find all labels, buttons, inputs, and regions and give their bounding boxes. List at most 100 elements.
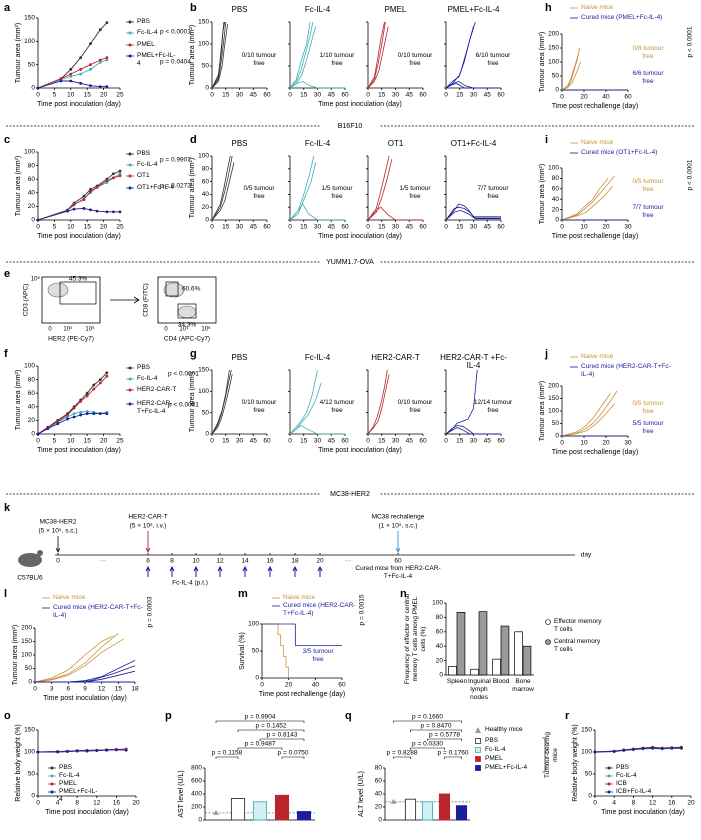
x-tick-label: 10 xyxy=(580,224,588,231)
point xyxy=(66,417,69,421)
legend-dot xyxy=(50,774,54,778)
y-tick-label: 20 xyxy=(202,204,210,211)
x-tick-label: 0 xyxy=(210,92,214,99)
y-tick-label: 80 xyxy=(28,162,36,169)
model-label: B16F10 xyxy=(338,123,363,130)
point xyxy=(95,185,99,189)
y-axis-title: CD8 (FITC) xyxy=(143,283,150,317)
point xyxy=(118,174,122,178)
point xyxy=(89,67,92,71)
x-tick-label: 15 xyxy=(222,224,230,231)
p-value: p = 0.0404 xyxy=(160,59,191,66)
y-axis-title: ALT level (U/L) xyxy=(358,771,365,817)
legend-label: OT1+Fc-IL-4 xyxy=(137,184,175,191)
point xyxy=(98,378,102,381)
y-tick-label: 60 xyxy=(436,629,444,636)
x-tick-label: 15 xyxy=(378,438,386,445)
point xyxy=(66,750,69,753)
x-tick-label: 0 xyxy=(288,438,292,445)
comparison-bracket xyxy=(444,756,462,759)
legend-dot xyxy=(128,31,132,35)
comparison-bracket xyxy=(393,720,462,723)
legend-dot xyxy=(128,174,132,178)
bar xyxy=(296,811,312,821)
x-tick-label: 15 xyxy=(456,438,464,445)
tumour-line xyxy=(445,21,476,89)
x-tick-label: 0 xyxy=(560,440,564,447)
legend-bracket xyxy=(542,737,546,773)
x-axis-title: Time post rechallenge (day) xyxy=(552,233,639,240)
x-tick-label: 4 xyxy=(612,800,616,807)
point xyxy=(105,371,109,375)
x-tick-label: 15 xyxy=(84,92,92,99)
x-tick-label: 30 xyxy=(392,224,400,231)
treatment-arrow xyxy=(145,565,151,577)
tumour-free-note: 0/10 tumour free xyxy=(397,398,433,414)
tumour-line xyxy=(367,369,388,435)
cart-label: HER2-CAR-T xyxy=(128,514,167,521)
point xyxy=(105,374,109,378)
p-value: p = 0.0750 xyxy=(278,750,309,757)
p-value: p = 0.1452 xyxy=(256,723,287,730)
x-axis-title: Time post inoculation (day) xyxy=(318,233,402,240)
tumour-line xyxy=(211,155,231,221)
x-tick-label: 25 xyxy=(116,92,124,99)
tumour-free-note: 7/7 tumour free xyxy=(632,204,664,219)
bar xyxy=(421,801,434,821)
p-value: p = 0.8470 xyxy=(421,723,452,730)
x-tick-label: 0 xyxy=(210,438,214,445)
cell-cloud xyxy=(163,282,185,298)
legend-dot xyxy=(128,152,132,156)
tumour-line xyxy=(289,155,315,221)
y-tick-label: 150 xyxy=(548,395,559,402)
x-tick-label: 8 xyxy=(75,800,79,807)
tumour-free-note: 0/10 tumour free xyxy=(397,51,433,67)
legend-label: Naive mice xyxy=(581,4,614,11)
treatment-arrow xyxy=(193,565,199,577)
day-label: 18 xyxy=(291,558,299,565)
p-value: p = 0.0330 xyxy=(412,741,443,748)
point xyxy=(105,179,109,182)
x-tick-label: 30 xyxy=(470,92,478,99)
tumour-free-note: 4/12 tumour free xyxy=(319,398,355,414)
p-value: p = 0.8288 xyxy=(387,750,418,757)
y-tick-label: 10⁶ xyxy=(31,276,41,283)
x-tick-label: 0 xyxy=(164,327,168,333)
tumour-line xyxy=(211,162,235,221)
x-axis-title: Time post rechallenge (day) xyxy=(259,691,346,698)
day-label: 6 xyxy=(146,558,150,565)
point xyxy=(85,410,89,413)
day-label: 8 xyxy=(170,558,174,565)
separator-bg xyxy=(320,257,380,267)
p-value: p < 0.0001 xyxy=(168,371,199,378)
point xyxy=(622,748,626,752)
bar xyxy=(456,612,466,676)
series-line xyxy=(37,372,108,435)
injection-arrow xyxy=(145,531,151,554)
x-tick-label: 45 xyxy=(484,438,492,445)
point xyxy=(72,207,76,211)
point xyxy=(92,383,96,387)
panel-letter: o xyxy=(4,710,11,722)
y-axis-title: CD3 (APC) xyxy=(23,284,30,317)
y-tick-label: 150 xyxy=(24,727,35,734)
tumour-line xyxy=(561,185,613,221)
tumour-line xyxy=(445,427,501,435)
y-tick-label: 40 xyxy=(375,791,383,798)
legend-label: PMEL xyxy=(59,780,77,787)
y-axis-title: Relative body weight (%) xyxy=(15,724,22,801)
point xyxy=(124,748,128,752)
x-tick-label: 45 xyxy=(328,224,336,231)
x-tick-label: 8 xyxy=(632,800,636,807)
y-tick-label: 100 xyxy=(548,408,559,415)
x-tick-label: 15 xyxy=(300,92,308,99)
category-label: Spleen xyxy=(446,678,468,685)
x-tick-label: 10 xyxy=(67,224,75,231)
bar xyxy=(252,801,268,821)
x-tick-label: 0 xyxy=(210,224,214,231)
x-axis-title: Time post inoculation (day) xyxy=(43,695,127,702)
point xyxy=(95,749,99,753)
p-value: p = 0.8143 xyxy=(267,732,298,739)
y-tick-label: 0 xyxy=(31,217,35,224)
legend-swatch xyxy=(475,765,481,771)
